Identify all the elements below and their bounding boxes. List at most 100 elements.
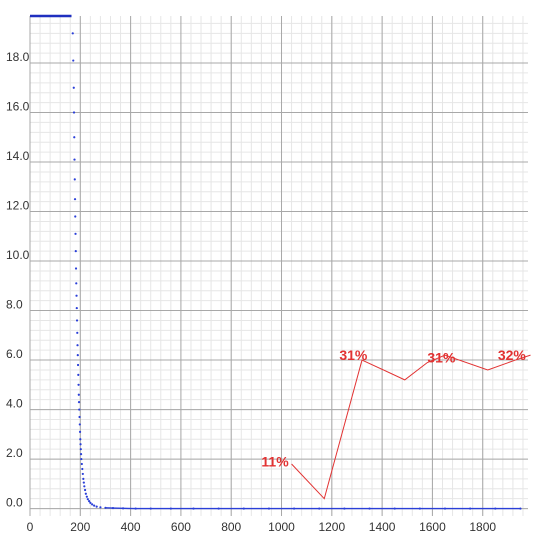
data-point <box>77 393 80 396</box>
data-point <box>76 344 79 347</box>
data-point <box>76 354 79 357</box>
x-tick-label: 0 <box>27 520 34 534</box>
data-point <box>74 267 78 270</box>
data-point <box>73 178 76 181</box>
data-point <box>73 136 76 139</box>
data-point <box>134 507 137 510</box>
data-point <box>83 485 86 488</box>
x-tick-label: 800 <box>221 520 241 534</box>
x-tick-label: 1400 <box>369 520 396 534</box>
data-point <box>104 506 107 509</box>
data-point <box>77 401 81 404</box>
data-point <box>81 472 84 476</box>
data-point <box>267 507 271 510</box>
data-point <box>443 507 447 510</box>
x-tick-label: 200 <box>70 520 90 534</box>
x-axis-ticks: 0 200 400 600 800 1000 1200 1400 1600 1800 <box>27 520 497 534</box>
data-point <box>72 111 76 114</box>
data-point <box>99 506 102 509</box>
y-tick-label: 2.0 <box>6 446 23 460</box>
data-point <box>91 503 94 506</box>
x-tick-label: 1000 <box>268 520 295 534</box>
data-point <box>75 319 79 322</box>
y-tick-label: 10.0 <box>6 248 30 262</box>
x-tick-label: 600 <box>171 520 191 534</box>
data-point <box>217 507 220 510</box>
data-point <box>121 507 125 510</box>
data-point <box>111 506 115 510</box>
data-point <box>72 59 75 62</box>
x-tick-label: 1800 <box>469 520 496 534</box>
data-point <box>74 250 77 253</box>
data-point <box>82 477 85 480</box>
data-point <box>84 492 87 495</box>
annotation-line <box>291 354 531 500</box>
data-point <box>76 331 79 334</box>
data-point <box>318 507 321 510</box>
y-axis-ticks: 0.0 2.0 4.0 6.0 8.0 10.0 12.0 14.0 16.0 18.0 <box>6 50 30 510</box>
data-point <box>79 453 83 456</box>
data-point <box>72 86 75 89</box>
y-tick-label: 12.0 <box>6 199 30 213</box>
data-point <box>83 488 87 492</box>
annotation-label: 11% <box>261 453 289 469</box>
data-point <box>79 438 82 441</box>
data-point <box>82 481 85 484</box>
y-tick-label: 8.0 <box>6 298 23 312</box>
annotation-label: 31% <box>339 347 368 363</box>
data-point <box>149 507 152 510</box>
data-point <box>78 415 81 419</box>
data-point <box>77 373 80 377</box>
data-point <box>73 158 76 161</box>
data-point <box>74 215 77 218</box>
data-point <box>78 423 81 426</box>
data-point <box>192 507 195 510</box>
data-point <box>73 198 77 201</box>
data-point <box>494 507 497 510</box>
y-tick-label: 4.0 <box>6 397 23 411</box>
data-point <box>79 448 82 451</box>
data-point <box>93 504 96 507</box>
data-point <box>80 457 83 461</box>
data-point <box>80 462 83 466</box>
data-point <box>85 495 88 498</box>
data-point <box>71 32 74 35</box>
minor-grid <box>29 16 528 516</box>
data-point <box>78 430 82 433</box>
data-point <box>393 507 396 510</box>
data-point <box>519 507 522 510</box>
data-point <box>368 507 371 510</box>
data-point <box>76 363 80 367</box>
annotation-layer: 11% 31% 31% 32% <box>261 347 531 500</box>
y-tick-label: 0.0 <box>6 496 23 510</box>
annotation-label: 32% <box>498 347 527 363</box>
data-point <box>242 507 245 510</box>
series-points <box>30 14 522 510</box>
data-point <box>343 507 346 510</box>
annotation-label: 31% <box>427 350 456 366</box>
major-grid <box>29 16 528 516</box>
data-point <box>418 507 421 510</box>
x-tick-label: 1200 <box>318 520 345 534</box>
data-point <box>78 408 81 411</box>
x-tick-label: 1600 <box>419 520 446 534</box>
data-point <box>88 500 91 503</box>
data-point <box>292 507 296 510</box>
x-tick-label: 400 <box>121 520 141 534</box>
series-baseline <box>105 507 521 510</box>
data-point <box>169 507 172 510</box>
y-tick-label: 14.0 <box>6 149 30 163</box>
y-tick-label: 16.0 <box>6 100 30 114</box>
y-tick-label: 6.0 <box>6 347 23 361</box>
data-point <box>74 232 77 235</box>
data-point <box>75 306 78 310</box>
data-point <box>95 505 98 508</box>
data-point <box>89 501 92 504</box>
y-tick-label: 18.0 <box>6 50 30 64</box>
data-point <box>75 294 78 297</box>
data-point <box>75 282 78 285</box>
data-point <box>86 498 89 501</box>
data-point <box>469 507 472 510</box>
data-point <box>79 443 82 446</box>
